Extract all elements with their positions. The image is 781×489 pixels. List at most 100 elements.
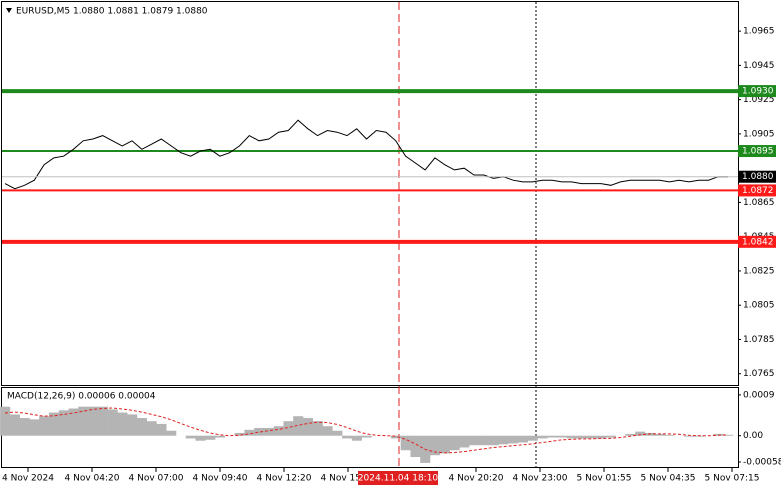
cursor-label-box [358, 471, 438, 485]
level-label: 1.0930 [742, 87, 774, 97]
histogram-bar [39, 416, 50, 436]
histogram-bar [195, 435, 206, 441]
y-tick-label: 1.0785 [743, 335, 775, 345]
histogram-bar [576, 435, 587, 439]
x-tick-label: 4 Nov 12:20 [257, 474, 312, 484]
histogram-bar [107, 409, 118, 436]
histogram-bar [586, 435, 597, 439]
last-price-label: 1.0880 [742, 172, 774, 182]
histogram-bar [156, 423, 167, 436]
histogram-bar [48, 412, 60, 436]
histogram-bar [136, 418, 147, 436]
histogram-bar [517, 435, 529, 443]
histogram-bar [557, 435, 568, 438]
level-label: 1.0842 [742, 237, 774, 247]
level-label-box [738, 85, 776, 98]
histogram-bar [625, 433, 636, 436]
x-tick-label: 4 Nov 09:40 [193, 474, 248, 484]
histogram-bar [605, 435, 616, 438]
y-tick-label: 1.0865 [743, 198, 775, 208]
histogram-bar [410, 435, 421, 458]
histogram-bar [351, 435, 362, 441]
y-tick-label: 1.0945 [743, 61, 775, 71]
level-label-box [738, 235, 776, 248]
menu-icon[interactable] [6, 8, 12, 13]
histogram-bar [469, 435, 480, 446]
histogram-bar [185, 435, 196, 439]
y-tick-label: 1.0905 [743, 129, 775, 139]
x-tick-label: 5 Nov 01:55 [577, 474, 632, 484]
x-tick-label: 5 Nov 04:35 [641, 474, 696, 484]
histogram-bar [234, 432, 245, 436]
histogram-bar [596, 435, 607, 439]
histogram-bar [29, 419, 40, 436]
histogram-bar [508, 435, 519, 444]
histogram-bar [449, 435, 460, 451]
histogram-bar [312, 421, 323, 436]
histogram-bar [117, 412, 128, 436]
level-label-box [738, 184, 776, 197]
y-tick-label: 0.0009 [743, 390, 775, 400]
x-tick-label: 4 Nov 20:20 [449, 474, 504, 484]
histogram-bar [97, 406, 108, 436]
histogram-bar [283, 421, 294, 436]
x-tick-label: 4 Nov 2024 [2, 474, 54, 484]
histogram-bar [488, 435, 499, 446]
histogram-bar [127, 414, 138, 436]
histogram-bar [146, 421, 157, 436]
histogram-bar [527, 435, 538, 441]
histogram-bar [332, 430, 343, 436]
histogram-bar [430, 435, 441, 456]
y-tick-label: 1.0805 [743, 301, 775, 311]
histogram-bar [293, 416, 304, 436]
histogram-bar [78, 406, 89, 436]
histogram-bar [68, 408, 79, 436]
histogram-bar [547, 435, 558, 438]
x-tick-label: 4 Nov 15:00 [321, 474, 376, 484]
x-tick-label: 4 Nov 07:00 [129, 474, 184, 484]
histogram-bar [459, 435, 470, 448]
y-tick-label: 1.0965 [743, 27, 775, 37]
level-label: 1.0872 [742, 186, 774, 196]
macd-title: MACD(12,26,9) 0.00006 0.00004 [7, 392, 156, 402]
histogram-bar [263, 428, 274, 436]
histogram-bar [723, 434, 734, 436]
x-tick-label: 4 Nov 23:00 [513, 474, 568, 484]
histogram-bar [244, 429, 255, 436]
cursor-label: 2024.11.04 18:10 [358, 474, 439, 484]
level-label-box [738, 145, 776, 158]
y-tick-label: 0.00 [743, 431, 763, 441]
histogram-bar [498, 435, 509, 445]
histogram-bar [302, 418, 314, 436]
histogram-bar [342, 435, 353, 439]
histogram-bar [88, 406, 99, 436]
histogram-bar [205, 435, 216, 440]
y-tick-label: 1.0825 [743, 266, 775, 276]
histogram-bar [58, 410, 69, 436]
level-label: 1.0895 [742, 147, 774, 157]
symbol-title: EURUSD,M5 1.0880 1.0881 1.0879 1.0880 [16, 7, 208, 17]
histogram-bar [537, 435, 548, 439]
histogram-bar [254, 428, 265, 436]
price-line [4, 119, 728, 190]
histogram-bar [684, 435, 695, 437]
y-tick-label: -0.00058 [743, 458, 781, 468]
histogram-bar [273, 426, 284, 436]
histogram-bar [19, 418, 30, 436]
histogram-bar [322, 426, 333, 436]
last-price-box [738, 170, 776, 183]
histogram-bar [478, 435, 489, 446]
histogram-bar [166, 430, 177, 436]
histogram-bar [9, 414, 20, 436]
histogram-bar [400, 435, 411, 451]
y-tick-label: 1.0925 [743, 95, 775, 105]
histogram-bar [390, 435, 401, 439]
histogram-bar [215, 435, 226, 438]
histogram-bar [664, 434, 675, 436]
x-tick-label: 5 Nov 07:15 [705, 474, 760, 484]
histogram-bar [635, 431, 646, 436]
histogram-bar [361, 435, 372, 438]
signal-line [4, 407, 729, 454]
